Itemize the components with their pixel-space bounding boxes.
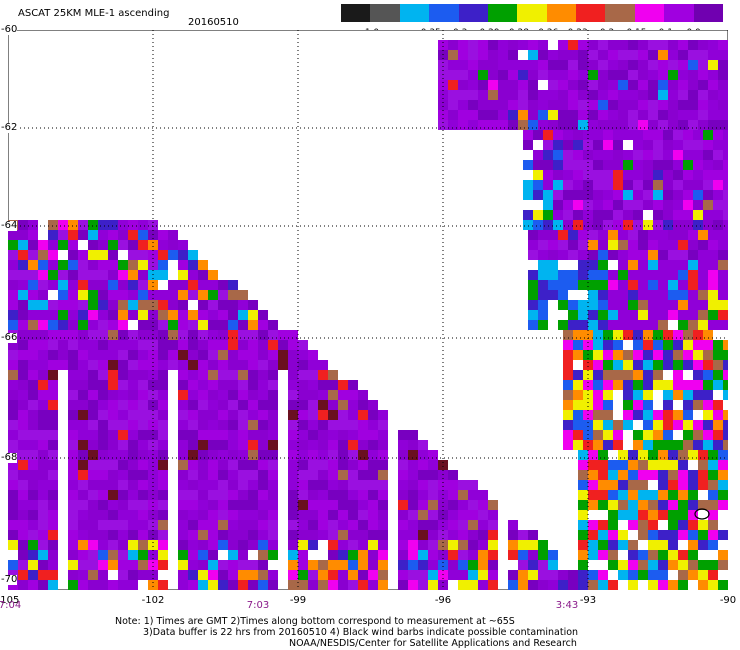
color-scale-segment [576,4,606,22]
longitude-label: -105 [0,595,20,606]
longitude-label: -93 [579,595,597,606]
longitude-label: -90 [719,595,737,606]
color-scale-segment [546,4,577,22]
color-scale-segment [370,4,401,22]
color-scale-segment [664,4,695,22]
latitude-label: -70 [1,574,18,585]
longitude-label: -96 [434,595,452,606]
color-scale-bar: -1.0-0.35-0.3-0.29-0.28-0.26-0.23-0.2-0.… [341,4,724,38]
color-scale-segment [605,4,636,22]
latitude-label: -66 [1,332,18,343]
chart-date: 20160510 [188,17,239,28]
color-scale-segment [458,4,489,22]
measurement-time-label: 7:03 [246,600,270,611]
longitude-label: -99 [289,595,307,606]
footnote-line-2: 3)Data buffer is 22 hrs from 20160510 4)… [143,627,579,638]
measurement-time-label: 3:43 [555,600,579,611]
measurement-time-label: 7:04 [0,600,22,611]
latitude-label: -64 [1,220,18,231]
chart-title: ASCAT 25KM MLE-1 ascending [18,8,170,19]
color-scale-segment [634,4,665,22]
color-scale-segment [399,4,430,22]
color-scale-segment [429,4,460,22]
swath-map [8,30,728,590]
contamination-marker [694,508,710,520]
footnote-line-3: NOAA/NESDIS/Center for Satellite Applica… [289,638,577,649]
latitude-label: -60 [1,24,18,35]
color-scale-segment [693,4,724,22]
color-scale-segment [341,4,371,22]
latitude-label: -62 [1,122,18,133]
longitude-label: -102 [141,595,165,606]
color-scale-segment [487,4,518,22]
footnote-line-1: Note: 1) Times are GMT 2)Times along bot… [115,616,515,627]
color-scale-segment [517,4,548,22]
latitude-label: -68 [1,452,18,463]
